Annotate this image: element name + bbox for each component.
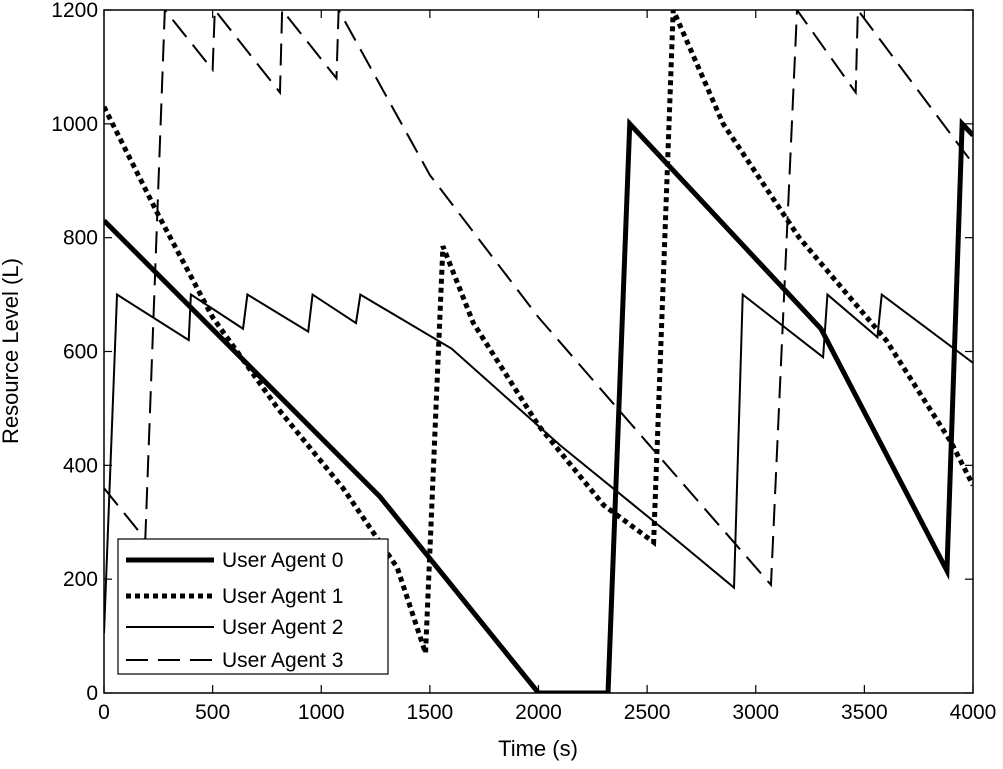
y-tick-label: 800	[63, 227, 98, 250]
y-axis-label: Resource Level (L)	[0, 258, 23, 444]
y-tick-label: 0	[86, 682, 98, 705]
plot-frame	[103, 9, 974, 694]
x-tick-label: 3500	[841, 701, 888, 724]
series-layer	[104, 10, 973, 693]
legend-label-user-agent-1: User Agent 1	[222, 585, 343, 608]
x-tick-label: 2500	[624, 701, 671, 724]
x-tick-label: 2000	[515, 701, 562, 724]
y-tick-label: 1200	[51, 0, 98, 22]
legend-label-user-agent-2: User Agent 2	[222, 616, 343, 639]
legend: User Agent 0 User Agent 1 User Agent 2 U…	[117, 538, 389, 675]
x-tick-label: 0	[98, 701, 110, 724]
y-tick-label: 1000	[51, 113, 98, 136]
x-tick-label: 4000	[950, 701, 997, 724]
x-tick-label: 1000	[298, 701, 345, 724]
x-tick-label: 1500	[407, 701, 454, 724]
y-tick-label: 400	[63, 454, 98, 477]
legend-label-user-agent-0: User Agent 0	[222, 549, 343, 572]
x-tick-label: 500	[195, 701, 230, 724]
y-tick-label: 600	[63, 341, 98, 364]
y-tick-label: 200	[63, 568, 98, 591]
series-line-user-agent-1	[104, 10, 973, 654]
x-axis-label: Time (s)	[498, 736, 578, 761]
series-line-user-agent-3	[104, 10, 973, 588]
x-tick-label: 3000	[732, 701, 779, 724]
tick-labels-layer: 0 500 1000 1500 2000 2500 3000 3500 4000 0 200 400 6…	[51, 0, 996, 724]
legend-label-user-agent-3: User Agent 3	[222, 649, 343, 672]
series-line-user-agent-0	[104, 117, 973, 693]
series-line-user-agent-2	[104, 292, 973, 634]
